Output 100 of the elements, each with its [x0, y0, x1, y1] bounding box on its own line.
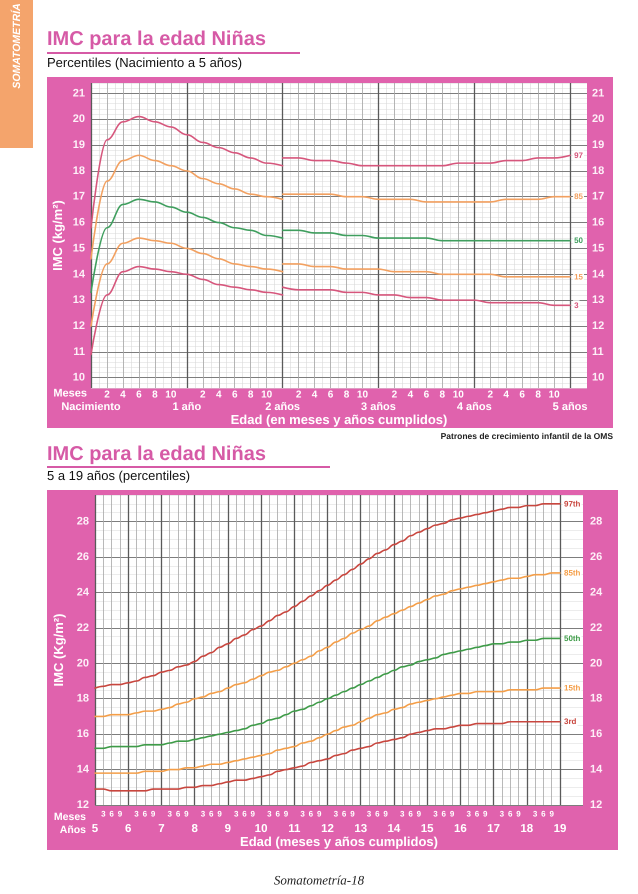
x-tick-label: 10	[165, 390, 177, 400]
y2-tick-label: 20	[590, 657, 602, 670]
x-tick-label: 9	[184, 810, 190, 818]
y-tick-label: 17	[72, 190, 85, 203]
x-tick-label: 11	[288, 823, 301, 835]
x-tick-label: 6	[176, 810, 181, 818]
y2-tick-label: 26	[590, 551, 602, 563]
chart-subtitle: 5 a 19 años (percentiles)	[47, 468, 190, 483]
series-label: 3	[574, 300, 580, 310]
y-tick-label: 12	[72, 320, 85, 332]
x-tick-label: 4	[503, 390, 510, 400]
x-tick-label: 6	[142, 810, 148, 818]
line-series	[90, 266, 284, 356]
x-tick-label: 10	[356, 390, 368, 400]
x-tick-label: 18	[520, 823, 534, 835]
y2-tick-label: 21	[592, 87, 604, 100]
y-tick-label: 28	[76, 516, 89, 528]
x-tick-label: 6	[342, 810, 347, 818]
chart-subtitle: Percentiles (Nacimiento a 5 años)	[47, 55, 242, 70]
x-tick-label: 8	[440, 390, 446, 400]
x-tick-label: 8	[535, 390, 542, 400]
line-series	[282, 230, 571, 242]
y-tick-label: 16	[72, 216, 85, 229]
x-tick-label: 3	[466, 810, 472, 818]
line-series	[94, 572, 561, 718]
y2-tick-label: 24	[590, 586, 604, 598]
y2-tick-label: 28	[590, 516, 602, 528]
x-tick-label: 6	[275, 810, 280, 818]
line-series	[282, 263, 571, 278]
x-tick-label: 9	[316, 810, 322, 818]
x-tick-label: 6	[328, 390, 334, 400]
y2-tick-label: 12	[590, 799, 602, 811]
x-tick-label: 16	[454, 823, 467, 835]
y-tick-label: 18	[76, 692, 89, 705]
x-tick-label: 2	[104, 390, 110, 400]
y-axis-title: IMC (kg/m²)	[50, 200, 65, 271]
x-tick-label: 3	[366, 810, 372, 818]
x-tick-label: 3	[400, 810, 406, 818]
text: Patrones de crecimiento infantil de la OMS	[440, 430, 613, 441]
x-tick-label: 13	[354, 823, 368, 835]
x-axis-title: Edad (meses y años cumplidos)	[240, 834, 438, 849]
series-label: 50	[574, 236, 584, 246]
x-tick-label: 4	[120, 390, 126, 400]
line-series	[282, 193, 571, 203]
y-tick-label: 16	[76, 728, 89, 740]
x-tick-label: Nacimiento	[61, 401, 121, 413]
x-tick-label: 4	[408, 390, 414, 400]
x-tick-label: 8	[344, 390, 350, 400]
y-tick-label: 12	[76, 799, 89, 811]
y-tick-label: 10	[72, 372, 85, 384]
x-tick-label: 6	[109, 810, 114, 818]
x-tick-label: 2	[392, 390, 398, 400]
x-tick-label: 17	[487, 823, 500, 835]
line-series	[94, 503, 561, 689]
x-tick-label: 3	[234, 810, 239, 818]
x-tick-label: 10	[261, 390, 273, 400]
x-tick-label: 3	[134, 810, 140, 818]
x-tick-label: 4	[312, 390, 318, 400]
x-tick-label: 9	[483, 810, 488, 818]
chart-title: IMC para la edad Niñas	[47, 443, 266, 465]
series-label: 97th	[564, 499, 581, 508]
x-tick-label: 3	[433, 810, 438, 818]
x-tick-label: 10	[452, 390, 464, 400]
x-tick-label: 19	[554, 823, 566, 835]
line-series	[90, 154, 284, 260]
y2-tick-label: 12	[592, 320, 604, 332]
line-series	[282, 286, 571, 306]
text: Años	[60, 824, 86, 836]
x-tick-label: 6	[232, 390, 238, 400]
x-tick-label: 6	[541, 810, 546, 818]
y2-tick-label: 14	[590, 764, 604, 776]
text: SOMATOMETRÍA	[10, 3, 22, 89]
series-label: 50th	[564, 634, 581, 643]
y-tick-label: 20	[76, 657, 89, 670]
x-tick-label: 9	[217, 810, 222, 818]
x-tick-label: 6	[375, 810, 380, 818]
y-tick-label: 19	[72, 139, 85, 152]
x-tick-label: 8	[191, 823, 198, 835]
chart-title: IMC para la edad Niñas	[47, 28, 266, 50]
series-label: 15th	[564, 684, 581, 693]
x-tick-label: 9	[150, 810, 156, 818]
x-tick-label: 8	[248, 390, 254, 400]
y2-tick-label: 18	[592, 164, 604, 177]
x-tick-label: 3	[101, 810, 106, 818]
y2-tick-label: 16	[592, 216, 604, 229]
y-tick-label: 18	[72, 164, 85, 177]
y2-tick-label: 19	[592, 139, 604, 152]
x-tick-label: 3	[300, 810, 306, 818]
y-tick-label: 14	[72, 268, 86, 280]
y-tick-label: 20	[72, 113, 85, 126]
x-tick-label: 3	[334, 810, 339, 818]
y-tick-label: 15	[72, 242, 85, 254]
x-tick-label: 6	[308, 810, 314, 818]
x-tick-label: 14	[388, 823, 401, 835]
x-tick-label: 2	[200, 390, 206, 400]
series-label: 85	[574, 192, 584, 202]
x-tick-label: 2 años	[265, 401, 300, 413]
series-label: 85th	[564, 568, 581, 578]
x-tick-label: 9	[350, 810, 356, 818]
x-tick-label: 9	[516, 810, 522, 818]
